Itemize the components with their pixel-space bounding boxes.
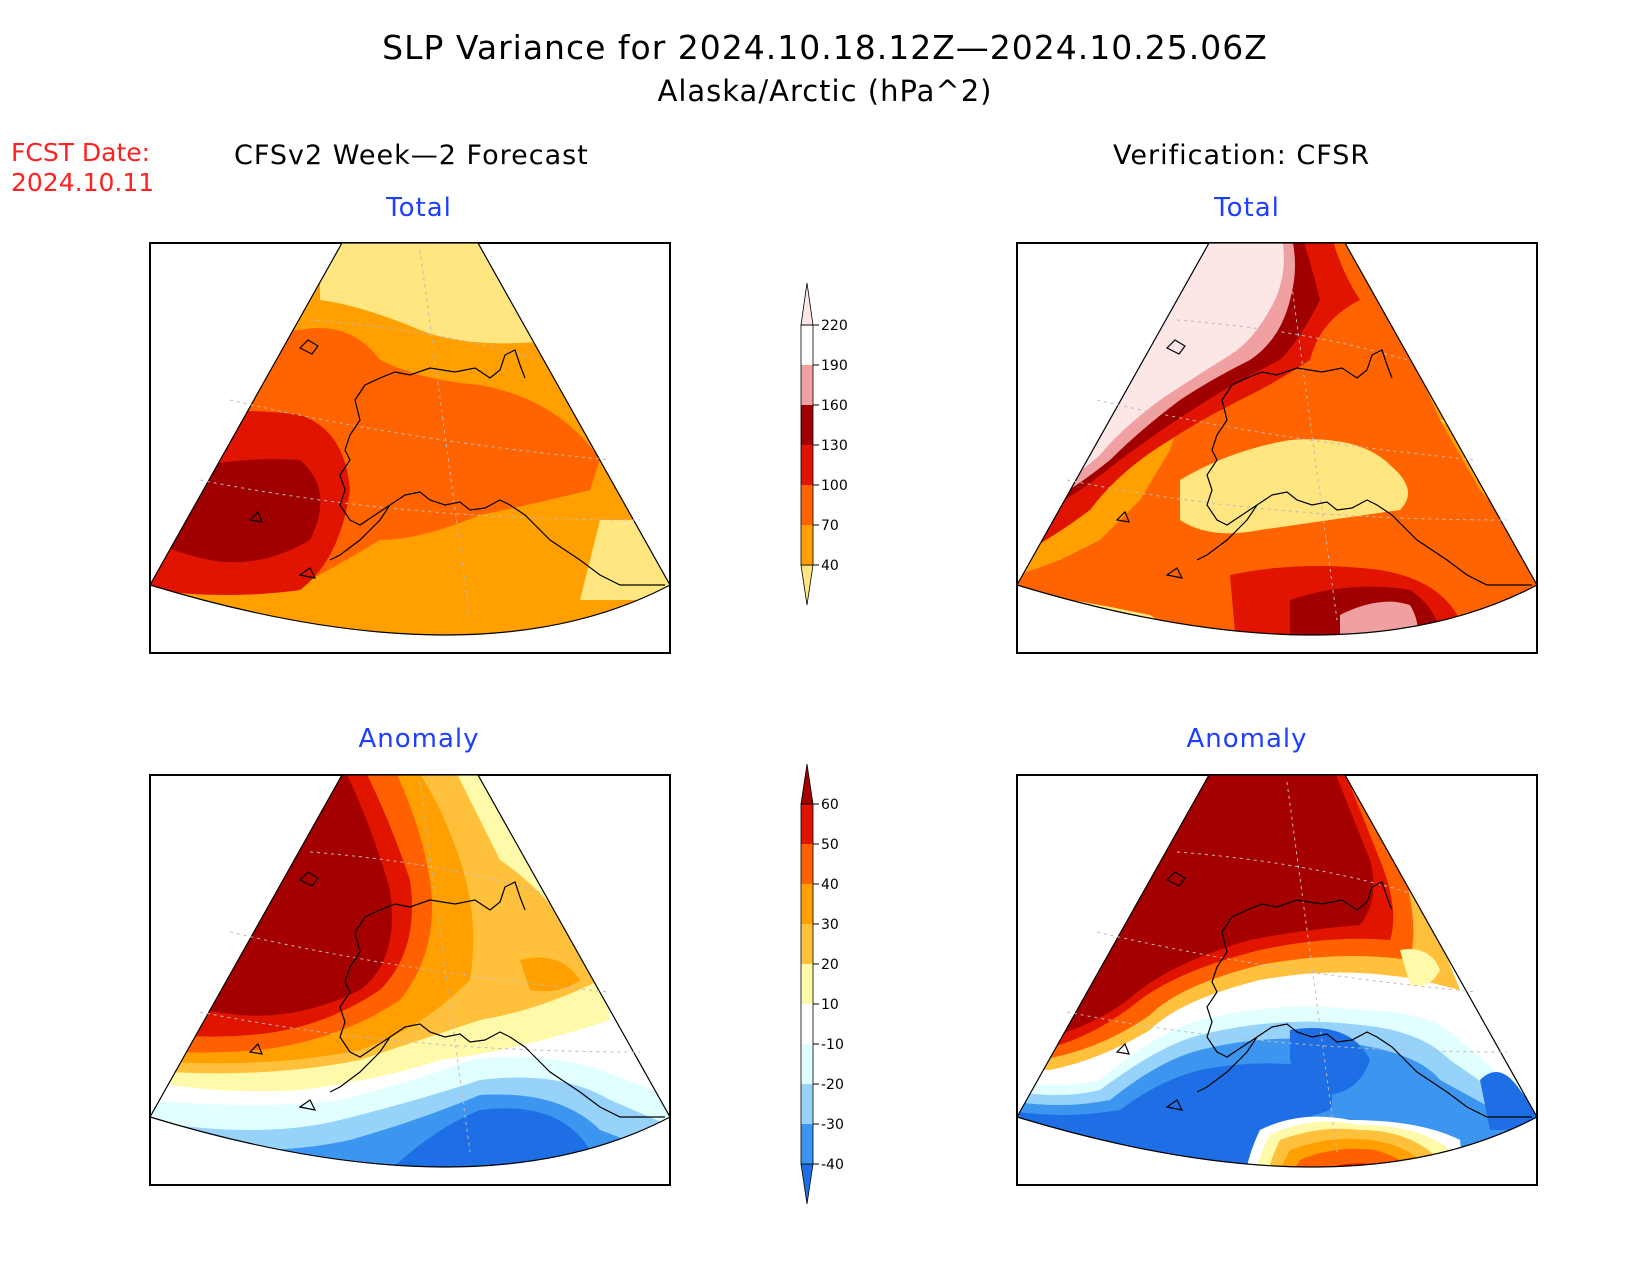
- total-colorbar-tick-label: 100: [821, 478, 848, 494]
- total-colorbar-swatch-1: [801, 525, 813, 565]
- graticule: [199, 781, 641, 1153]
- forecast-anomaly-heading: Anomaly: [358, 724, 480, 754]
- anomaly-colorbar-tick-label: -20: [821, 1077, 844, 1093]
- total-colorbar-swatch-5: [801, 365, 813, 405]
- anomaly-colorbar-swatch-5: [801, 964, 813, 1004]
- total-colorbar-swatch-3: [801, 445, 813, 485]
- total-colorbar-tick-label: 190: [821, 358, 848, 374]
- fcst-date: FCST Date: 2024.10.11: [11, 138, 154, 198]
- anomaly-colorbar-swatch-2: [801, 1084, 813, 1124]
- anomaly-colorbar: -40 -30 -20 -10 10 20 30 40 50 60: [800, 763, 844, 1205]
- forecast-column-heading: CFSv2 Week—2 Forecast: [234, 140, 589, 171]
- anomaly-colorbar-tick-label: -40: [821, 1157, 844, 1173]
- coastline: [1196, 349, 1532, 586]
- anomaly-colorbar-swatch-10: [800, 763, 814, 805]
- total-colorbar-swatch-2: [801, 485, 813, 525]
- anomaly-colorbar-tick-label: 10: [821, 997, 839, 1013]
- anomaly-colorbar-swatch-9: [801, 804, 813, 844]
- anomaly-colorbar-swatch-3: [801, 1044, 813, 1084]
- anomaly-colorbar-tick-label: 50: [821, 837, 839, 853]
- chart-subtitle: Alaska/Arctic (hPa^2): [657, 74, 993, 108]
- total-colorbar-tick-label: 130: [821, 438, 848, 454]
- total-colorbar-swatch-6: [800, 282, 814, 326]
- anomaly-colorbar-tick-label: -10: [821, 1037, 844, 1053]
- total-colorbar-tick-label: 160: [821, 398, 848, 414]
- verification-anomaly-heading: Anomaly: [1186, 724, 1308, 754]
- anomaly-colorbar-swatch-0: [800, 1163, 814, 1205]
- anomaly-colorbar-swatch-6: [801, 924, 813, 964]
- verification-column-heading: Verification: CFSR: [1113, 140, 1371, 171]
- anomaly-colorbar-swatch-8: [801, 844, 813, 884]
- coastline: [329, 881, 665, 1118]
- total-colorbar-tick-label: 70: [821, 518, 839, 534]
- anomaly-colorbar-tick-label: 40: [821, 877, 839, 893]
- total-colorbar-tick-label: 220: [821, 318, 848, 334]
- anomaly-colorbar-tick-label: 30: [821, 917, 839, 933]
- total-colorbar-swatch-0: [800, 564, 814, 606]
- anomaly-colorbar-swatch-7: [801, 884, 813, 924]
- graticule: [1066, 249, 1508, 621]
- anomaly-colorbar-tick-label: 60: [821, 797, 839, 813]
- fcst-date-value: 2024.10.11: [11, 168, 155, 197]
- anomaly-colorbar-swatch-1: [801, 1124, 813, 1164]
- verification-total-heading: Total: [1214, 193, 1280, 223]
- verification-anomaly-map: [1016, 774, 1538, 1186]
- chart-title: SLP Variance for 2024.10.18.12Z—2024.10.…: [382, 28, 1268, 67]
- verification-total-map: [1016, 242, 1538, 654]
- total-colorbar: 40 70 100 130 160 190 220: [800, 282, 848, 606]
- coastline: [1196, 881, 1532, 1118]
- anomaly-colorbar-swatch-4: [801, 1004, 813, 1044]
- total-colorbar-swatch-4: [801, 405, 813, 445]
- coastline: [329, 349, 665, 586]
- forecast-total-heading: Total: [386, 193, 452, 223]
- fcst-date-label: FCST Date:: [11, 138, 151, 167]
- forecast-anomaly-map: [149, 774, 671, 1186]
- anomaly-colorbar-tick-label: 20: [821, 957, 839, 973]
- graticule: [199, 249, 641, 621]
- forecast-total-map: [149, 242, 671, 654]
- total-colorbar-tick-label: 40: [821, 558, 839, 574]
- anomaly-colorbar-tick-label: -30: [821, 1117, 844, 1133]
- graticule: [1066, 781, 1508, 1153]
